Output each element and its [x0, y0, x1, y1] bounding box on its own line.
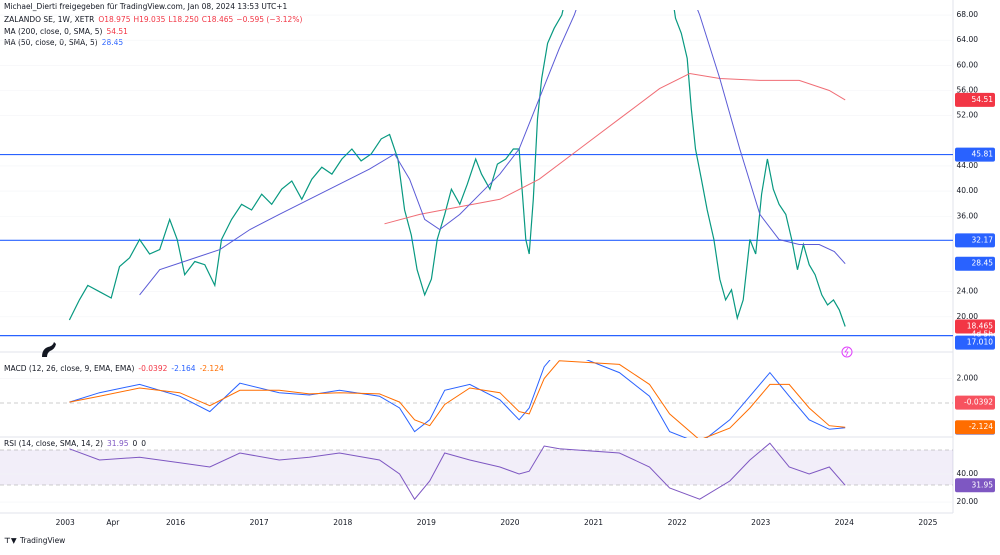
- x-tick-label: 2020: [500, 518, 519, 527]
- x-tick-label: 2022: [668, 518, 687, 527]
- series-line: [384, 72, 846, 225]
- legend-value: 31.95: [107, 439, 129, 448]
- legend-name: MACD (12, 26, close, 9, EMA, EMA): [4, 364, 134, 373]
- price-box-label: 45.81: [972, 150, 994, 159]
- countdown: 4d 5h: [972, 330, 994, 339]
- flash-icon[interactable]: [841, 346, 853, 358]
- price-box: [955, 478, 995, 493]
- legend-ma200: MA (200, close, 0, SMA, 5) 54.51: [4, 27, 128, 36]
- open: O18.975: [98, 15, 130, 24]
- footer: TradingView: [19, 536, 65, 545]
- legend-ma50: MA (50, close, 0, SMA, 5) 28.45: [4, 38, 123, 47]
- legend-rsi: RSI (14, close, SMA, 14, 2) 31.95 0 0: [4, 439, 146, 448]
- y-tick-label: 56.00: [957, 85, 979, 94]
- low: L18.250: [168, 15, 199, 24]
- x-tick-label: 2016: [166, 518, 185, 527]
- series-line: [68, 10, 846, 327]
- price-box-label: 18.465: [967, 322, 993, 331]
- legend-value: -0.0392: [138, 364, 167, 373]
- price-box-label: 31.95: [972, 480, 994, 489]
- change: −0.595 (−3.12%): [236, 15, 302, 24]
- x-tick-label: 2017: [250, 518, 269, 527]
- y-tick-label: 2.000: [957, 374, 979, 383]
- price-box: [955, 395, 995, 410]
- price-box: [955, 319, 995, 334]
- price-box-label: 17.010: [967, 338, 993, 347]
- legend-macd: MACD (12, 26, close, 9, EMA, EMA) -0.0392…: [4, 364, 224, 373]
- price-box: [955, 335, 995, 350]
- legend-value: -2.164: [171, 364, 195, 373]
- series-line: [69, 442, 846, 501]
- series-line: [139, 10, 846, 296]
- price-box-label: 32.17: [972, 235, 994, 244]
- legend-name: MA (50, close, 0, SMA, 5): [4, 38, 98, 47]
- legend-value: 28.45: [102, 38, 124, 47]
- x-tick-label: 2021: [584, 518, 603, 527]
- price-box: [955, 233, 995, 248]
- price-box-label: -2.124: [969, 422, 993, 431]
- y-tick-label: 44.00: [957, 161, 979, 170]
- y-tick-label: 64.00: [957, 35, 979, 44]
- price-box: [955, 420, 995, 435]
- price-box: [955, 147, 995, 162]
- price-box-label: 28.45: [972, 259, 994, 268]
- series-line: [69, 360, 846, 438]
- dino-icon[interactable]: [42, 342, 56, 357]
- price-box: [955, 256, 995, 271]
- legend-symbol: ZALANDO SE, 1W, XETR O18.975 H19.035 L18.25…: [4, 15, 302, 24]
- y-tick-label: 60.00: [957, 60, 979, 69]
- legend-value: 54.51: [106, 27, 128, 36]
- y-tick-label: 40.00: [957, 186, 979, 195]
- attribution: Michael_Dierti freigegeben für TradingVi…: [4, 2, 287, 11]
- tv-logo[interactable]: ⊤▼: [4, 536, 17, 545]
- price-box-label: -0.0392: [964, 398, 993, 407]
- legend-value: 0: [141, 439, 146, 448]
- y-tick-label: 40.00: [957, 469, 979, 478]
- x-tick-label: 2003: [56, 518, 75, 527]
- y-tick-label: 20.00: [957, 497, 979, 506]
- legend-name: RSI (14, close, SMA, 14, 2): [4, 439, 103, 448]
- x-tick-label: 2023: [751, 518, 770, 527]
- symbol: ZALANDO SE, 1W, XETR: [4, 15, 94, 24]
- y-tick-label: 24.00: [957, 287, 979, 296]
- y-tick-label: 36.00: [957, 211, 979, 220]
- x-tick-label: 2019: [417, 518, 436, 527]
- x-tick-label: 2024: [835, 518, 854, 527]
- close: C18.465: [202, 15, 234, 24]
- series-line: [69, 360, 846, 438]
- legend-value: 0: [133, 439, 138, 448]
- y-tick-label: 20.00: [957, 312, 979, 321]
- y-tick-label: 68.00: [957, 10, 979, 19]
- price-box: [955, 92, 995, 107]
- legend-name: MA (200, close, 0, SMA, 5): [4, 27, 103, 36]
- flash-icon-bolt: [844, 347, 849, 357]
- y-tick-label: 52.00: [957, 111, 979, 120]
- x-tick-label: Apr: [106, 518, 120, 527]
- legend-value: -2.124: [200, 364, 224, 373]
- x-tick-label: 2018: [333, 518, 352, 527]
- high: H19.035: [133, 15, 165, 24]
- price-box-label: 54.51: [972, 95, 994, 104]
- rsi-band: [0, 450, 953, 485]
- x-tick-label: 2025: [918, 518, 937, 527]
